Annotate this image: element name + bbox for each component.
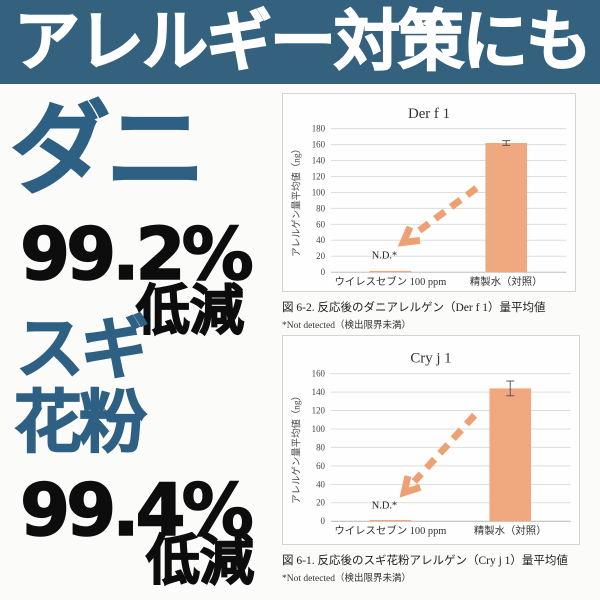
y-tick-label: 140: [312, 156, 326, 166]
y-tick-label: 0: [321, 516, 326, 526]
x-category-label: ウイレスセブン 100 ppm: [334, 524, 446, 537]
y-tick-label: 20: [316, 251, 325, 261]
dani-percent: 99.2%: [19, 212, 254, 296]
dani-reduction-label: 低減: [135, 279, 245, 342]
y-tick-label: 180: [312, 124, 326, 134]
y-axis-label: アレルゲン量平均値（ng）: [290, 144, 302, 257]
derf1-chart: Der f 1 0 20 40 60 80 100 120 140 160 180 アレルゲン量平均値…: [290, 106, 567, 288]
y-tick-label: 0: [321, 267, 326, 277]
y-tick-label: 80: [316, 442, 325, 452]
bar-1: [489, 388, 532, 522]
y-tick-label: 60: [316, 219, 325, 229]
bar-1: [485, 143, 528, 273]
y-tick-label: 60: [316, 461, 325, 471]
x-category-label: ウイレスセブン 100 ppm: [334, 275, 446, 288]
arrow-head: [399, 475, 422, 498]
y-axis-label: アレルゲン量平均値（ng）: [290, 391, 302, 504]
derf1-caption: 図 6-2. 反応後のダニアレルゲン（Der f 1）量平均値: [282, 302, 546, 314]
nd-label: N.D.*: [372, 500, 397, 511]
cryj1-chart-panel: Cry j 1 0 20 40 60 80 100 120 140 160 アレルゲン量平均値（ng…: [282, 335, 580, 545]
y-tick-label: 160: [312, 369, 326, 379]
bar-0: [369, 270, 412, 273]
y-tick-label: 140: [312, 387, 326, 397]
arrow-shaft: [411, 412, 478, 484]
cryj1-caption: 図 6-1. 反応後のスギ花粉アレルゲン（Cry j 1）量平均値: [282, 555, 568, 567]
banner: アレルギー対策にも: [0, 0, 600, 84]
chart-title: Der f 1: [408, 106, 450, 122]
sugi-reduction-label: 低減: [145, 529, 255, 592]
dani-label: ダニ: [9, 91, 207, 208]
kafun-label: 花粉: [13, 384, 148, 463]
y-tick-label: 40: [316, 235, 325, 245]
y-tick-label: 100: [312, 187, 326, 197]
x-category-label: 精製水（対照）: [470, 275, 543, 288]
derf1-footnote: *Not detected（検出限界未満）: [282, 321, 412, 331]
nd-label: N.D.*: [372, 250, 397, 261]
y-tick-label: 120: [312, 406, 326, 416]
chart-title: Cry j 1: [410, 351, 451, 367]
y-tick-label: 40: [316, 479, 325, 489]
y-tick-label: 160: [312, 140, 326, 150]
y-tick-label: 20: [316, 498, 325, 508]
x-category-label: 精製水（対照）: [474, 524, 547, 537]
sugi-label: スギ: [15, 310, 150, 389]
cryj1-chart: Cry j 1 0 20 40 60 80 100 120 140 160 アレルゲン量平均値（ng…: [290, 351, 571, 537]
bar-0: [369, 519, 412, 522]
sugi-percent: 99.4%: [19, 468, 254, 552]
derf1-chart-panel: Der f 1 0 20 40 60 80 100 120 140 160 180 アレルゲン量平均値…: [282, 93, 576, 292]
y-tick-label: 80: [316, 203, 325, 213]
y-tick-label: 100: [312, 424, 326, 434]
y-tick-label: 120: [312, 171, 326, 181]
arrow-head: [397, 225, 421, 247]
cryj1-footnote: *Not detected（検出限界未満）: [282, 574, 412, 584]
arrow-shaft: [413, 185, 479, 237]
banner-title: アレルギー対策にも: [13, 3, 593, 80]
